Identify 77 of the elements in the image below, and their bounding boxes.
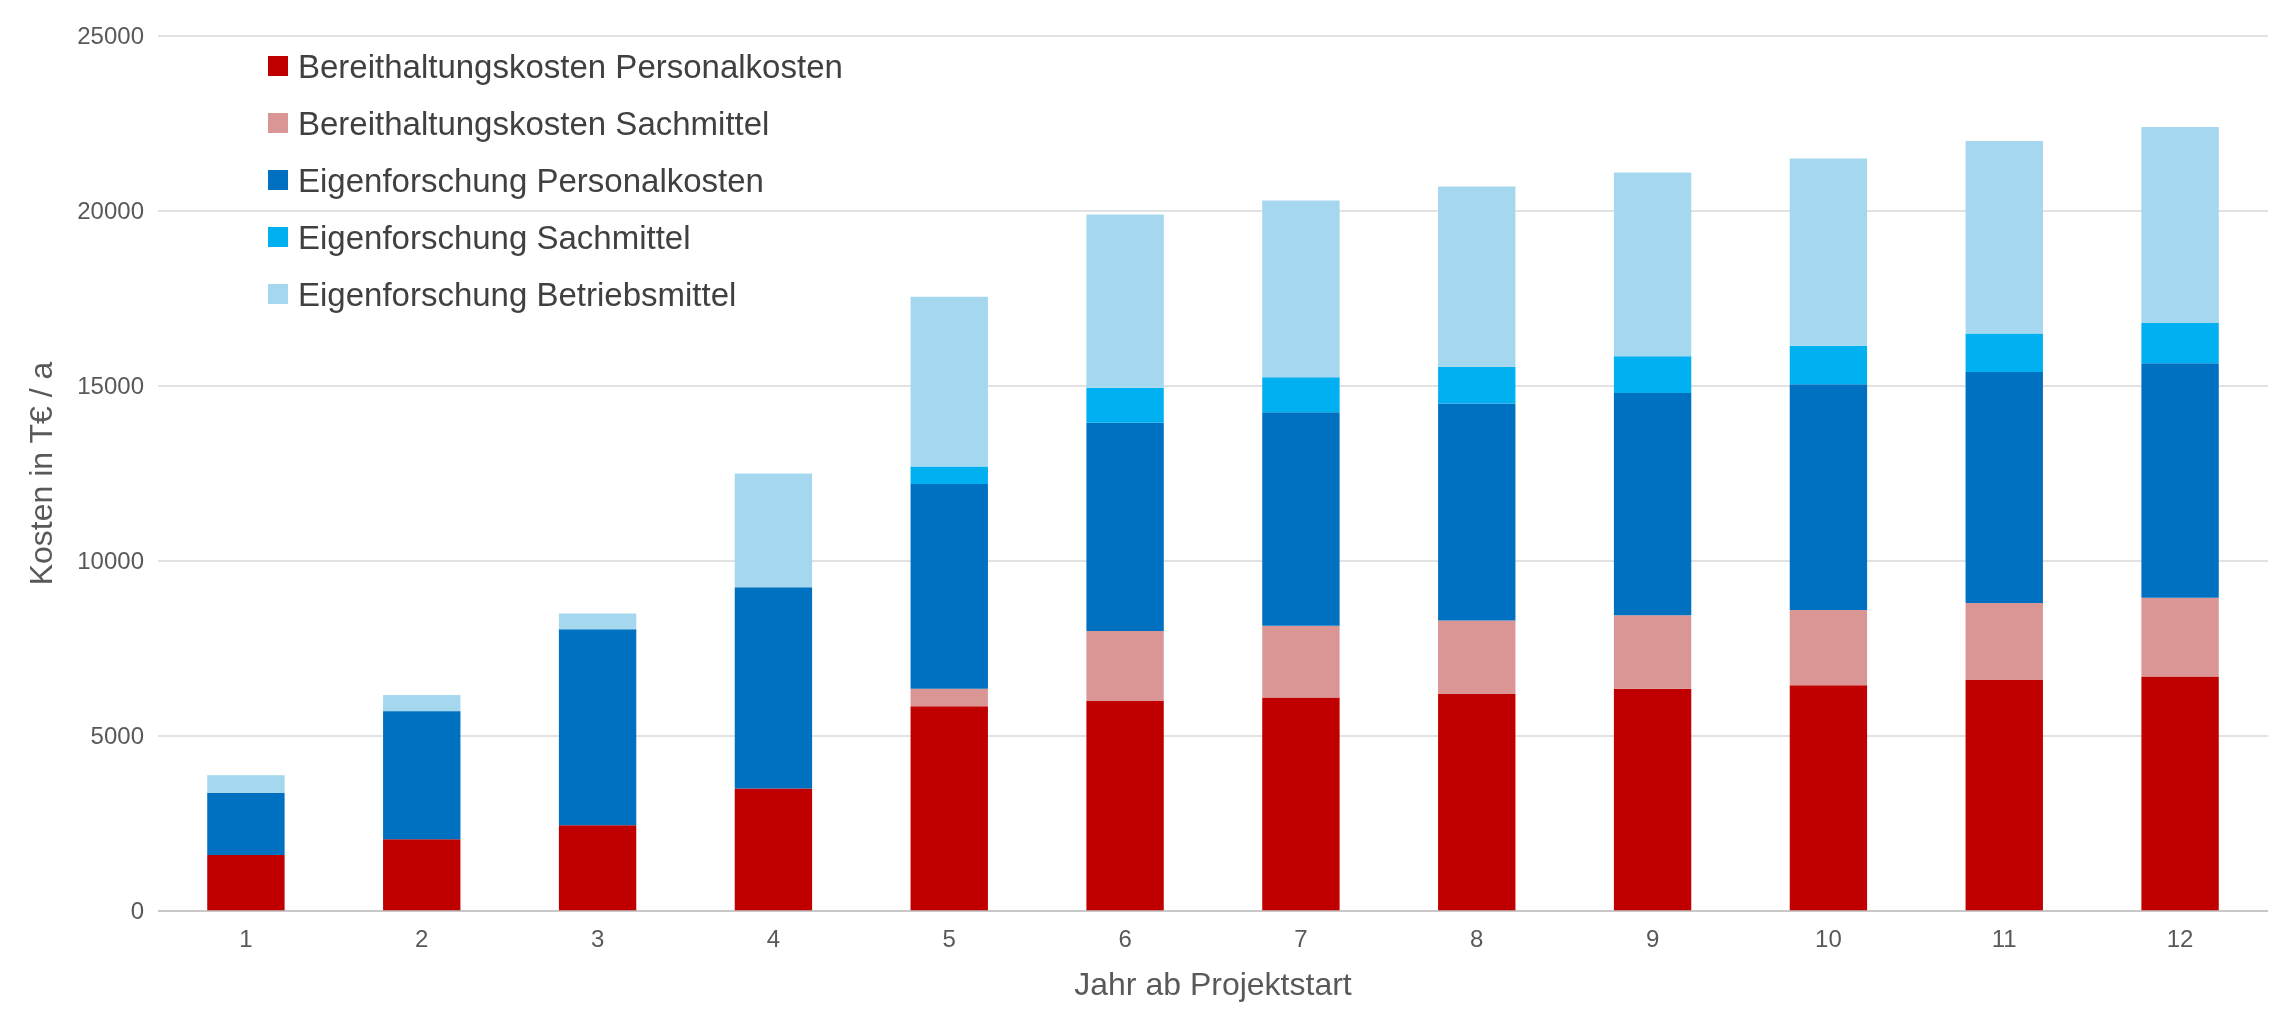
bar — [207, 775, 285, 793]
legend-label: Eigenforschung Sachmittel — [298, 218, 691, 256]
bar — [1613, 615, 1692, 689]
y-tick-label: 15000 — [77, 372, 144, 400]
bar — [1613, 172, 1692, 357]
bar — [734, 473, 813, 588]
x-tick-label: 3 — [590, 925, 605, 952]
bar — [558, 613, 637, 630]
bar — [734, 587, 813, 789]
bar — [383, 711, 461, 840]
bar — [1438, 186, 1516, 367]
bar — [1965, 333, 2043, 372]
bar — [1438, 694, 1516, 911]
bar — [1438, 366, 1516, 404]
bar — [1086, 387, 1164, 423]
bar — [1965, 141, 2043, 334]
bar — [1789, 685, 1868, 911]
bar — [1965, 603, 2043, 680]
bar — [1262, 377, 1340, 413]
bar — [910, 466, 988, 484]
bar — [910, 688, 988, 707]
bar — [2141, 597, 2219, 677]
x-axis-title: Jahr ab Projektstart — [1074, 966, 1352, 1002]
bar — [1262, 412, 1340, 626]
bar — [1789, 158, 1868, 346]
x-tick-label: 8 — [1470, 925, 1484, 952]
bar — [2141, 363, 2219, 598]
bar — [1789, 345, 1868, 385]
bar — [2141, 323, 2219, 364]
x-tick-label: 9 — [1645, 925, 1660, 952]
bar — [1789, 384, 1868, 610]
legend-label: Eigenforschung Betriebsmittel — [298, 275, 737, 313]
bar — [1262, 697, 1340, 911]
x-tick-label: 7 — [1294, 925, 1308, 952]
bar — [1438, 403, 1516, 621]
legend-label: Bereithaltungskosten Sachmittel — [298, 104, 770, 142]
bar — [383, 839, 461, 911]
bar — [910, 484, 988, 689]
bar — [2141, 127, 2219, 323]
bar — [1086, 631, 1164, 701]
bar — [1965, 372, 2043, 603]
x-tick-label: 5 — [942, 925, 956, 952]
y-tick-label: 20000 — [77, 197, 144, 225]
bar — [1262, 625, 1340, 698]
legend-label: Eigenforschung Personalkosten — [298, 161, 764, 199]
bar — [1965, 680, 2043, 911]
bar — [1613, 356, 1692, 393]
x-tick-label: 1 — [239, 925, 253, 952]
y-tick-label: 10000 — [77, 547, 144, 575]
y-axis-title: Kosten in T€ / a — [23, 361, 59, 586]
legend-label: Bereithaltungskosten Personalkosten — [298, 47, 843, 85]
bar — [910, 296, 988, 467]
bar — [1086, 701, 1164, 911]
bar — [734, 788, 813, 911]
x-tick-label: 2 — [415, 925, 429, 952]
bar — [207, 855, 285, 911]
x-tick-label: 4 — [766, 925, 781, 952]
y-tick-label: 25000 — [77, 22, 144, 50]
x-tick-label: 10 — [1815, 925, 1842, 952]
bar — [1086, 214, 1164, 388]
bar — [558, 629, 637, 826]
bar — [558, 825, 637, 911]
y-tick-label: 5000 — [90, 722, 144, 750]
bar — [1438, 620, 1516, 694]
bar — [1613, 688, 1692, 911]
bar — [2141, 676, 2219, 911]
bar — [910, 706, 988, 911]
bar — [1613, 393, 1692, 616]
x-tick-label: 12 — [2166, 925, 2194, 952]
bar — [1262, 200, 1340, 378]
bar — [1086, 422, 1164, 631]
bar — [1789, 610, 1868, 686]
bar — [207, 792, 285, 855]
y-tick-label: 0 — [130, 897, 144, 925]
x-tick-label: 11 — [1991, 925, 2017, 952]
bar — [383, 695, 461, 712]
x-tick-label: 6 — [1118, 925, 1132, 952]
